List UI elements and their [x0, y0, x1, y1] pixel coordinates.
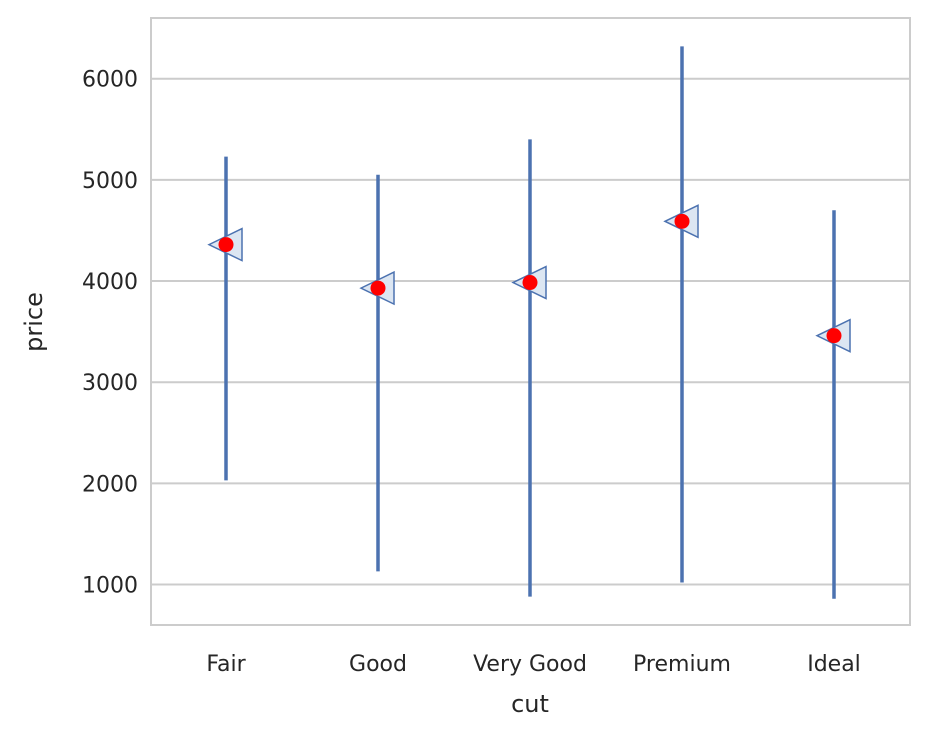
y-tick-label-6000: 6000: [82, 68, 138, 93]
estimate-point-premium: [674, 213, 690, 229]
y-tick-label-1000: 1000: [82, 574, 138, 599]
y-axis-label: price: [20, 292, 48, 352]
y-tick-label-3000: 3000: [82, 371, 138, 396]
y-tick-label-4000: 4000: [82, 270, 138, 295]
y-tick-labels: 1000 2000 3000 4000 5000 6000: [82, 68, 138, 599]
x-tick-label-good: Good: [349, 652, 407, 677]
plot-border: [150, 17, 911, 626]
plot-frame: [150, 17, 911, 626]
estimate-point-ideal: [826, 328, 842, 344]
x-tick-label-premium: Premium: [633, 652, 731, 677]
estimate-point-good: [370, 280, 386, 296]
estimate-point-fair: [218, 237, 234, 253]
estimate-point-very-good: [522, 275, 538, 291]
x-tick-labels: Fair Good Very Good Premium Ideal: [206, 652, 860, 677]
x-tick-label-ideal: Ideal: [807, 652, 861, 677]
x-tick-label-very-good: Very Good: [473, 652, 587, 677]
y-tick-label-5000: 5000: [82, 169, 138, 194]
x-tick-label-fair: Fair: [206, 652, 246, 677]
y-tick-label-2000: 2000: [82, 472, 138, 497]
chart-marks: [207, 46, 851, 599]
x-axis-label: cut: [511, 690, 549, 718]
